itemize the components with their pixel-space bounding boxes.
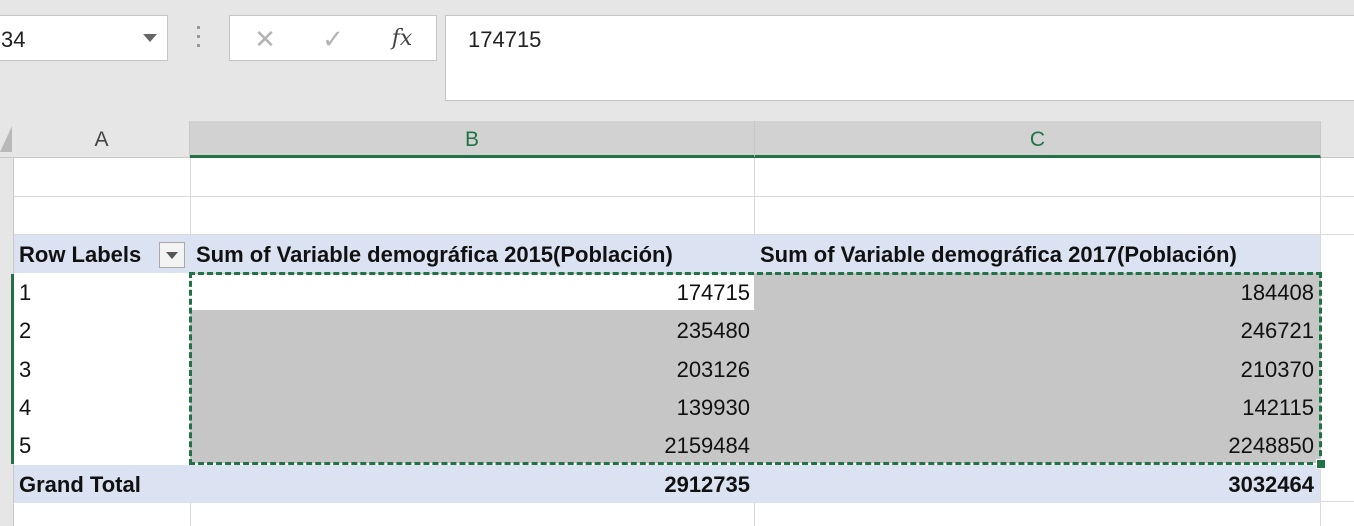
row-label[interactable]: 3 <box>19 357 32 382</box>
value-2017[interactable]: 142115 <box>1242 395 1314 420</box>
name-box[interactable]: 34 <box>0 15 168 61</box>
copy-marquee <box>189 272 1322 465</box>
table-row: 4 139930 142115 <box>14 388 1320 426</box>
formula-input[interactable]: 174715 <box>445 15 1354 101</box>
column-headers: A B C <box>0 121 1354 158</box>
grand-total-2015[interactable]: 2912735 <box>664 472 750 497</box>
pivot-header-2017[interactable]: Sum of Variable demográfica 2017(Poblaci… <box>760 242 1237 267</box>
more-options-icon[interactable] <box>196 26 202 52</box>
value-2015[interactable]: 139930 <box>676 395 750 420</box>
cancel-icon[interactable]: ✕ <box>254 24 276 54</box>
value-2015[interactable]: 174715 <box>676 280 750 305</box>
pivot-header-2015[interactable]: Sum of Variable demográfica 2015(Poblaci… <box>196 242 673 267</box>
row-label[interactable]: 2 <box>19 318 32 343</box>
fill-handle[interactable] <box>1316 459 1326 469</box>
value-2015[interactable]: 235480 <box>676 318 750 343</box>
chevron-down-icon[interactable] <box>143 34 157 42</box>
select-all-corner[interactable] <box>0 126 12 152</box>
value-2015[interactable]: 203126 <box>676 357 750 382</box>
table-row: 1 174715 184408 <box>14 273 1320 311</box>
grand-total-2017[interactable]: 3032464 <box>1228 472 1314 497</box>
value-2017[interactable]: 246721 <box>1240 318 1314 343</box>
pivot-header-row: Row Labels Sum of Variable demográfica 2… <box>14 235 1320 273</box>
enter-icon[interactable]: ✓ <box>322 24 344 54</box>
row-labels-label: Row Labels <box>19 242 142 267</box>
row-label[interactable]: 1 <box>19 280 32 305</box>
table-row: 3 203126 210370 <box>14 350 1320 388</box>
row-labels-header[interactable]: Row Labels <box>14 235 190 273</box>
value-2017[interactable]: 210370 <box>1240 357 1314 382</box>
insert-function-icon[interactable]: fx <box>391 26 413 51</box>
grand-total-label[interactable]: Grand Total <box>19 472 141 497</box>
name-box-value: 34 <box>1 27 26 52</box>
row-label[interactable]: 4 <box>19 395 32 420</box>
active-cell[interactable] <box>190 274 754 310</box>
column-header-a[interactable]: A <box>14 121 190 158</box>
table-row: 5 2159484 2248850 <box>14 426 1320 464</box>
formula-value: 174715 <box>468 27 542 52</box>
filter-dropdown-icon[interactable] <box>159 242 185 268</box>
row-selection-indicator <box>11 274 14 464</box>
formula-buttons: ✕ ✓ fx <box>229 15 437 61</box>
grand-total-row: Grand Total 2912735 3032464 <box>14 465 1320 503</box>
column-header-c[interactable]: C <box>755 121 1321 158</box>
value-2017[interactable]: 2248850 <box>1228 433 1314 458</box>
column-header-b[interactable]: B <box>190 121 755 158</box>
value-2015[interactable]: 2159484 <box>664 433 750 458</box>
value-2017[interactable]: 184408 <box>1240 280 1314 305</box>
row-label[interactable]: 5 <box>19 433 32 458</box>
table-row: 2 235480 246721 <box>14 311 1320 349</box>
